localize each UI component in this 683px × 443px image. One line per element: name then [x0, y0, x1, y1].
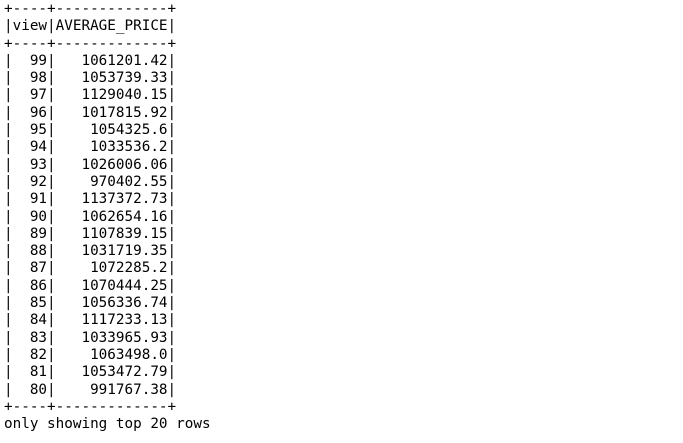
table-row: | 87| 1072285.2| [4, 260, 177, 277]
console-output: +----+-------------+ |view|AVERAGE_PRICE|… [4, 1, 211, 433]
table-row: | 80| 991767.38| [4, 381, 177, 398]
table-row: | 98| 1053739.33| [4, 70, 177, 87]
table-row: | 97| 1129040.15| [4, 87, 177, 104]
table-border-bottom: +----+-------------+ [4, 398, 177, 415]
table-row: | 86| 1070444.25| [4, 277, 177, 294]
row-limit-note: only showing top 20 rows [4, 416, 211, 433]
table-row: | 91| 1137372.73| [4, 191, 177, 208]
table-row: | 90| 1062654.16| [4, 208, 177, 225]
table-row: | 85| 1056336.74| [4, 295, 177, 312]
table-row: | 82| 1063498.0| [4, 346, 177, 363]
table-border-header: +----+-------------+ [4, 35, 177, 52]
table-row: | 99| 1061201.42| [4, 52, 177, 69]
table-row: | 93| 1026006.06| [4, 156, 177, 173]
table-row: | 95| 1054325.6| [4, 122, 177, 139]
table-row: | 81| 1053472.79| [4, 364, 177, 381]
table-row: | 89| 1107839.15| [4, 225, 177, 242]
table-border-top: +----+-------------+ [4, 1, 177, 17]
table-row: | 84| 1117233.13| [4, 312, 177, 329]
table-row: | 92| 970402.55| [4, 173, 177, 190]
table-row: | 96| 1017815.92| [4, 104, 177, 121]
table-row: | 88| 1031719.35| [4, 243, 177, 260]
table-header-row: |view|AVERAGE_PRICE| [4, 18, 177, 35]
table-row: | 83| 1033965.93| [4, 329, 177, 346]
table-row: | 94| 1033536.2| [4, 139, 177, 156]
